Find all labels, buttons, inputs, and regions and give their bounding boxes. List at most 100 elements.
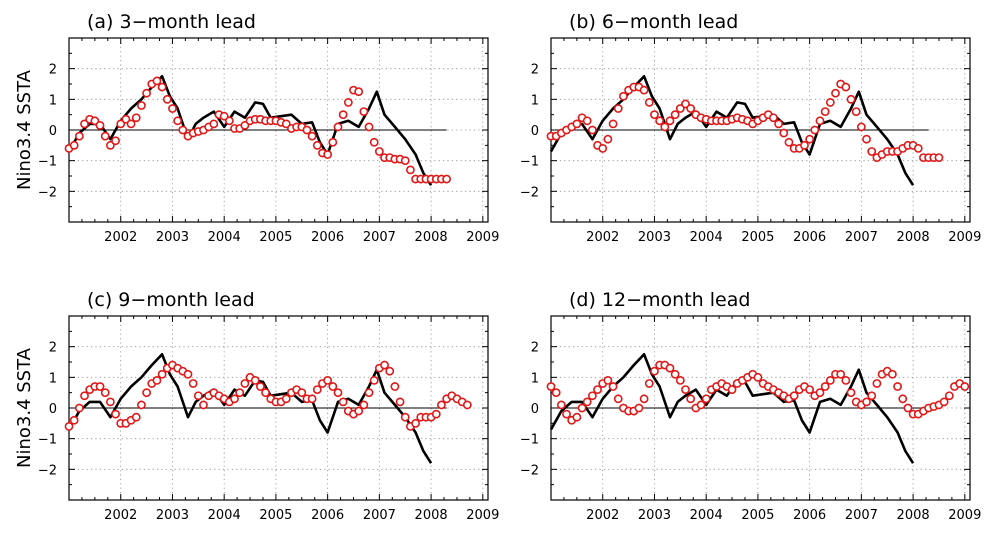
forecast-point [841,375,851,385]
x-tick-label: 2004 [690,230,723,245]
forecast-point [769,113,778,123]
forecast-point [939,397,949,407]
forecast-point [369,137,379,147]
y-tick-label: −1 [520,155,539,170]
y-tick-label: −1 [38,433,57,448]
forecast-point [846,94,856,104]
y-axis-label: Nino3.4 SSTA [14,69,35,190]
forecast-point [582,397,592,407]
forecast-point [598,143,608,153]
forecast-point [261,388,270,398]
forecast-point [69,140,79,150]
forecast-point [224,116,234,126]
forecast-point [846,388,856,398]
x-tick-label: 2002 [586,230,619,245]
forecast-point [670,110,680,120]
x-tick-label: 2008 [415,508,448,523]
forecast-point [137,400,146,410]
forecast-point [333,122,343,132]
panel-title: (b) 6−month lead [569,11,738,33]
forecast-point [613,104,623,113]
forecast-point [250,375,260,385]
forecast-point [670,369,680,379]
forecast-point [230,394,239,404]
forecast-point [142,88,151,98]
x-tick-label: 2009 [466,508,499,523]
forecast-point [836,369,846,379]
forecast-point [142,388,151,398]
forecast-point [173,116,183,126]
forecast-point [437,400,446,410]
forecast-point [364,388,374,398]
forecast-point [137,101,146,110]
forecast-point [696,400,706,410]
x-tick-label: 2007 [363,230,396,245]
forecast-point [608,382,618,391]
forecast-point [593,385,602,394]
forecast-point [572,412,582,422]
forecast-point [800,140,809,150]
forecast-point [152,375,162,385]
y-axis-label: Nino3.4 SSTA [14,347,35,468]
x-tick-label: 2002 [586,508,619,523]
forecast-point [577,403,587,413]
forecast-point [888,369,897,379]
y-tick-label: 0 [49,124,57,139]
forecast-point [209,119,219,129]
forecast-point [111,409,120,419]
forecast-point [862,134,871,144]
forecast-point [395,397,405,407]
forecast-point [240,379,250,388]
forecast-point [369,375,379,385]
forecast-point [354,406,364,416]
y-tick-label: 2 [49,341,57,356]
forecast-point [825,375,835,385]
observed-series-line [549,75,915,186]
x-tick-label: 2005 [741,230,774,245]
forecast-point [255,382,265,391]
forecast-point [639,394,649,404]
forecast-point [406,165,415,175]
x-tick-label: 2009 [948,230,981,245]
y-tick-label: 2 [531,341,539,356]
y-tick-label: 2 [49,63,57,78]
y-tick-label: 1 [49,371,57,386]
forecast-point [815,116,825,126]
forecast-point [856,122,866,132]
forecast-point [178,125,188,135]
forecast-point [603,134,613,144]
y-tick-label: 0 [531,402,539,417]
x-tick-label: 2006 [793,508,826,523]
forecast-point [903,403,913,413]
y-tick-label: 1 [531,93,539,108]
forecast-point [753,372,763,382]
forecast-point [841,82,851,92]
y-tick-label: 0 [49,402,57,417]
x-tick-label: 2004 [208,230,241,245]
x-tick-label: 2003 [638,230,671,245]
forecast-point [64,421,74,431]
forecast-point [784,137,794,147]
forecast-point [862,397,871,407]
forecast-point [74,403,84,413]
x-tick-label: 2008 [415,230,448,245]
forecast-point [462,400,472,410]
y-tick-label: 1 [49,93,57,108]
x-tick-label: 2007 [363,508,396,523]
forecast-point [328,137,338,147]
forecast-point [69,415,79,425]
x-tick-label: 2004 [208,508,241,523]
forecast-point [374,147,384,156]
x-tick-label: 2006 [793,230,826,245]
forecast-point [556,400,566,410]
forecast-point [281,394,291,404]
panel-d-12-month-lead: 2002 2003 2004 2005 2006 2007 2008 2009 −2 −1 0 1 2 (… [520,289,982,523]
forecast-point [431,409,441,419]
forecast-point [380,360,389,370]
observed-series-line [67,75,433,186]
forecast-point [100,131,110,141]
forecast-point [613,394,623,404]
forecast-point [359,400,369,410]
forecast-point [701,394,711,404]
